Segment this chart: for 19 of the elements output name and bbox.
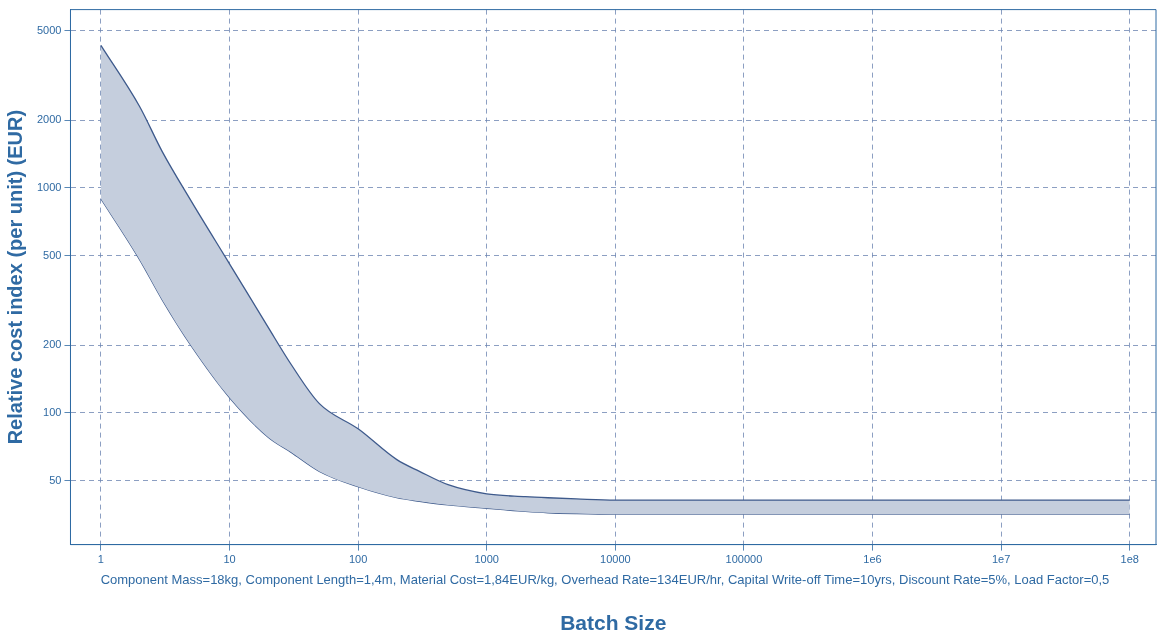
x-tick-label: 10 [223,553,236,566]
x-tick-label: 100000 [725,553,763,566]
x-axis-title: Batch Size [560,611,667,635]
y-tick-label: 2000 [36,113,62,126]
x-tick-label: 1000 [474,553,499,566]
y-tick-label: 200 [43,338,62,351]
x-tick-label: 10000 [600,553,631,566]
y-axis-title: Relative cost index (per unit) (EUR) [3,109,26,445]
y-tick-label: 5000 [36,23,62,36]
x-tick-label: 100 [348,553,368,566]
y-tick-label: 1000 [36,180,62,193]
y-tick-label: 50 [49,473,62,486]
x-tick-label: 1e6 [863,553,882,566]
x-tick-label: 1e8 [1120,553,1139,566]
x-tick-label: 1 [97,553,104,566]
y-tick-label: 100 [43,405,62,418]
y-tick-label: 500 [43,248,62,261]
text: Component Mass=18kg, Component Length=1,4m, Material Cost=1,84EUR/kg, Overhead Rate=134EUR/hr, Capital Write-off Time=10yrs, Discount Rate=5%, Load Factor=0,5 [99,572,1111,588]
x-tick-label: 1e7 [991,553,1011,566]
